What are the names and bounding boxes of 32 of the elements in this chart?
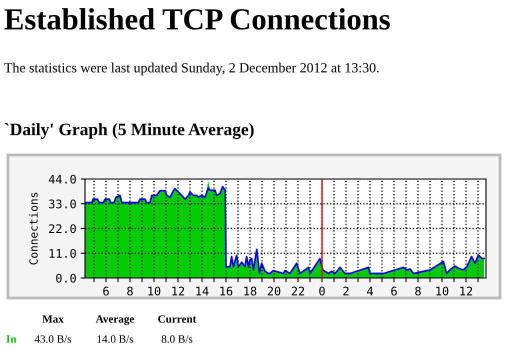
text: Current [158,315,196,323]
x-tick-label: 22 [292,286,304,296]
x-tick-label: 0 [319,286,325,296]
text: 43.0 B/s [34,335,72,343]
x-tick-label: 12 [460,286,472,296]
y-tick-label: 11.0 [50,249,76,258]
text: Average [96,315,134,326]
x-tick-label: 8 [127,286,133,296]
x-tick-label: 20 [268,286,280,296]
y-axis-title: Connections [29,192,38,265]
text: In [6,335,16,343]
y-tick-label: 33.0 [49,200,76,208]
chart-title: Established TCP Connections [4,8,390,30]
x-tick-label: 8 [415,286,421,296]
y-tick-label: 44.0 [48,174,76,184]
text: The statistics were last updated Sunday, 2 December 2012 at 13:30. [4,62,379,76]
x-tick-label: 14 [196,286,209,296]
y-tick-label: 22.0 [49,224,76,234]
x-tick-label: 4 [367,286,373,296]
x-tick-label: 6 [103,286,109,296]
x-tick-label: 6 [391,286,397,296]
x-tick-label: 18 [244,286,256,296]
x-tick-label: 10 [436,286,448,296]
x-tick-label: 2 [343,286,349,296]
text: Max [42,315,64,323]
text: 14.0 B/s [97,335,134,343]
x-tick-label: 10 [148,286,160,296]
text: 8.0 B/s [162,335,192,343]
chart-subtitle: `Daily' Graph (5 Minute Average) [4,123,254,139]
y-tick-label: 0.0 [56,274,76,283]
x-tick-label: 12 [172,286,184,296]
x-tick-label: 16 [220,286,232,296]
